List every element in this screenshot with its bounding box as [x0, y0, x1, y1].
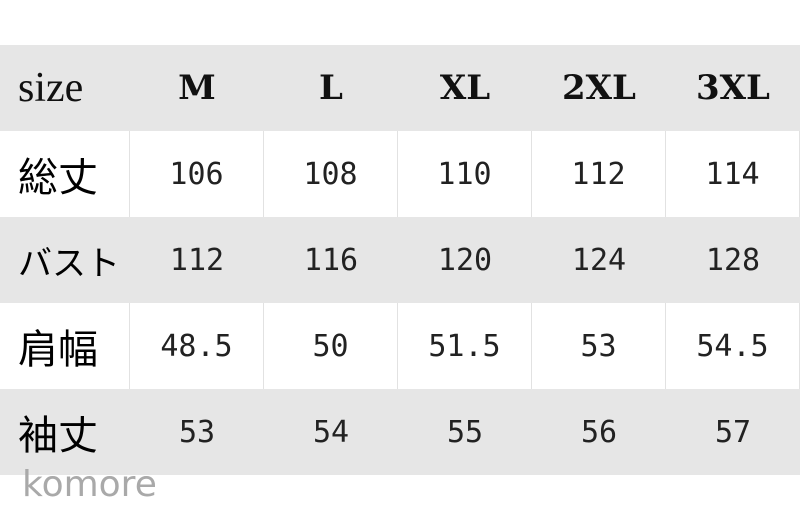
- table-cell: 53: [178, 414, 216, 450]
- header-xl: XL: [439, 68, 491, 108]
- watermark: komore: [22, 464, 157, 505]
- table-cell: 120: [437, 242, 493, 278]
- row-label: 肩幅: [0, 303, 130, 389]
- table-cell: 108: [264, 131, 398, 217]
- row-label: バスト: [18, 243, 120, 284]
- table-row: 袖丈 53 54 55 56 57: [0, 389, 800, 475]
- table-cell: 110: [398, 131, 532, 217]
- table-cell: 116: [303, 242, 359, 278]
- table-cell: 112: [532, 131, 666, 217]
- table-cell: 53: [532, 303, 666, 389]
- header-l: L: [319, 68, 343, 108]
- table-cell: 128: [705, 242, 761, 278]
- table-row: 総丈 106 108 110 112 114: [0, 131, 800, 217]
- table-cell: 50: [264, 303, 398, 389]
- row-label: 袖丈: [18, 413, 98, 459]
- row-label: 総丈: [0, 131, 130, 217]
- table-cell: 51.5: [398, 303, 532, 389]
- table-cell: 57: [714, 414, 752, 450]
- header-m: M: [178, 68, 216, 108]
- table-row: バスト 112 116 120 124 128: [0, 217, 800, 303]
- table-cell: 48.5: [130, 303, 264, 389]
- table-cell: 124: [571, 242, 627, 278]
- table-cell: 114: [666, 131, 800, 217]
- table-cell: 54: [312, 414, 350, 450]
- header-row: size M L XL 2XL 3XL: [0, 45, 800, 131]
- header-2xl: 2XL: [562, 68, 636, 108]
- header-3xl: 3XL: [696, 68, 770, 108]
- table-cell: 56: [580, 414, 618, 450]
- table-cell: 55: [446, 414, 484, 450]
- table-row: 肩幅 48.5 50 51.5 53 54.5: [0, 303, 800, 389]
- table-cell: 106: [130, 131, 264, 217]
- size-chart-table: size M L XL 2XL 3XL 総丈 106 108 110 112 1…: [0, 45, 800, 475]
- table-cell: 54.5: [666, 303, 800, 389]
- table-cell: 112: [169, 242, 225, 278]
- header-size: size: [18, 65, 84, 111]
